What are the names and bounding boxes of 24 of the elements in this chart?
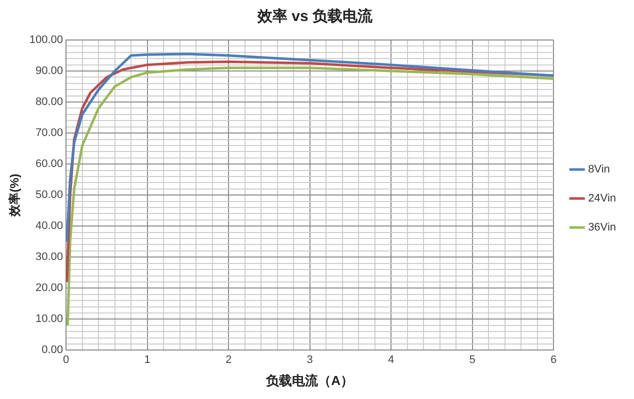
y-tick-label: 0.00 xyxy=(42,344,64,356)
x-axis-title: 负载电流（A） xyxy=(265,372,354,388)
x-tick-label: 0 xyxy=(62,354,70,366)
chart-title: 效率 vs 负载电流 xyxy=(256,7,374,26)
y-tick-label: 80.00 xyxy=(36,96,64,108)
legend-label: 8Vin xyxy=(588,164,610,176)
x-tick-label: 2 xyxy=(225,354,232,366)
y-tick-label: 50.00 xyxy=(36,189,64,202)
x-tick-label: 3 xyxy=(306,354,313,366)
x-tick-label: 4 xyxy=(388,354,394,366)
y-tick-label: 30.00 xyxy=(36,251,64,264)
legend-label: 36Vin xyxy=(588,222,616,234)
y-tick-label: 40.00 xyxy=(36,220,64,232)
y-axis-title: 效率(%) xyxy=(8,174,22,218)
y-tick-label: 70.00 xyxy=(36,127,64,140)
y-tick-label: 10.00 xyxy=(36,313,64,326)
y-tick-label: 90.00 xyxy=(36,65,64,78)
x-tick-label: 1 xyxy=(144,354,150,366)
legend-label: 24Vin xyxy=(588,192,616,205)
y-tick-label: 20.00 xyxy=(36,282,64,294)
y-tick-label: 100.00 xyxy=(29,34,64,46)
x-tick-label: 6 xyxy=(550,354,557,366)
y-tick-label: 60.00 xyxy=(36,158,64,170)
x-tick-label: 5 xyxy=(469,354,476,366)
